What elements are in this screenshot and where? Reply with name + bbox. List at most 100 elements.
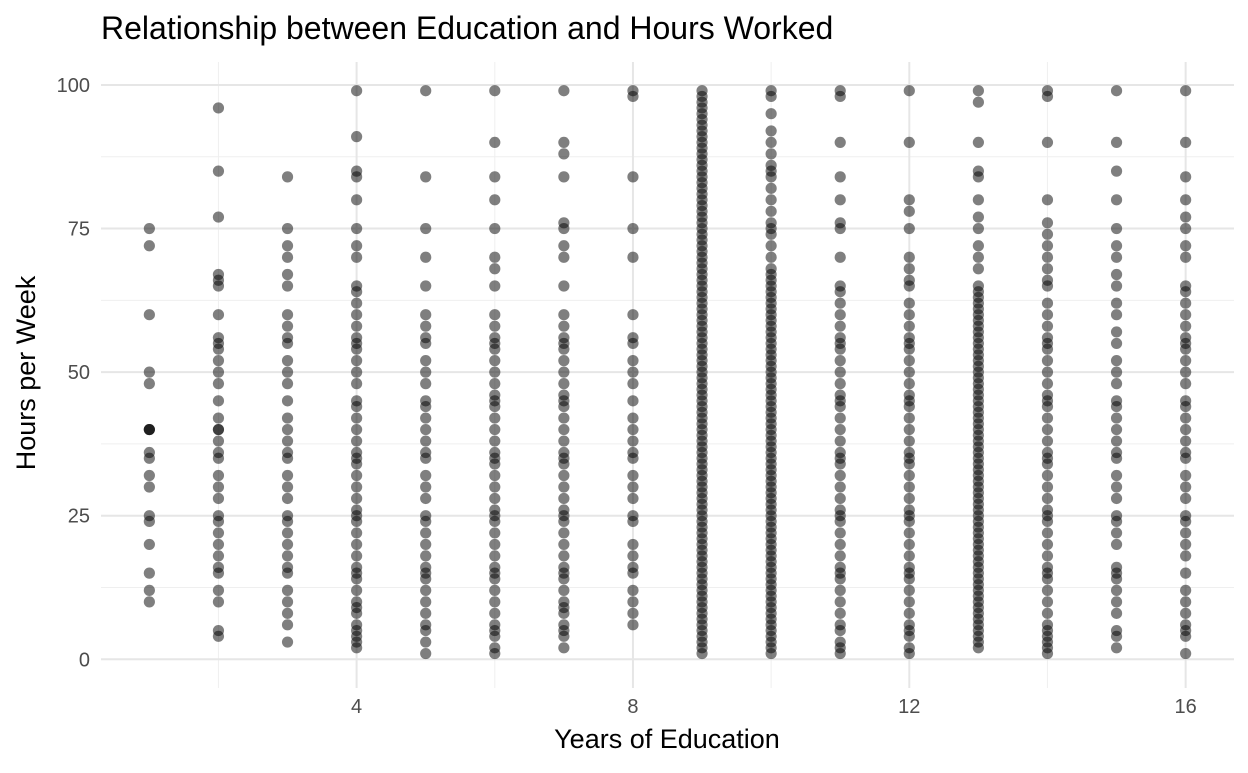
scatter-point <box>627 619 639 631</box>
scatter-point <box>1110 194 1123 206</box>
scatter-point <box>420 423 432 436</box>
scatter-point <box>489 355 501 367</box>
scatter-point <box>903 194 915 206</box>
scatter-point <box>558 251 570 263</box>
scatter-point <box>281 538 294 551</box>
scatter-point <box>489 222 501 235</box>
scatter-point <box>420 366 432 378</box>
scatter-point <box>1180 194 1192 206</box>
scatter-point <box>558 378 570 390</box>
scatter-point <box>212 538 225 551</box>
scatter-point <box>489 550 501 562</box>
scatter-point <box>1041 446 1054 459</box>
scatter-point <box>558 469 570 482</box>
scatter-point <box>1180 222 1192 235</box>
scatter-point <box>143 596 155 608</box>
scatter-point <box>627 251 639 263</box>
scatter-point <box>489 481 501 493</box>
scatter-point <box>489 538 501 551</box>
scatter-point <box>903 642 915 654</box>
scatter-point <box>212 211 225 223</box>
scatter-point <box>972 263 984 275</box>
scatter-point <box>1180 647 1192 660</box>
scatter-point <box>281 366 294 378</box>
scatter-point <box>489 85 501 97</box>
scatter-point <box>351 504 363 516</box>
scatter-point <box>558 171 570 183</box>
scatter-point <box>420 636 432 648</box>
scatter-point <box>143 469 155 482</box>
scatter-point <box>1041 596 1054 608</box>
scatter-point <box>212 378 225 390</box>
scatter-point <box>834 481 846 493</box>
scatter-point <box>903 378 915 390</box>
scatter-point <box>351 561 363 573</box>
scatter-point <box>1041 194 1054 206</box>
scatter-point <box>1041 228 1054 240</box>
scatter-point <box>281 481 294 493</box>
scatter-point <box>1180 395 1192 407</box>
scatter-point <box>351 85 363 97</box>
scatter-point <box>558 217 570 229</box>
tick-labels: 4 8 12 16 0 25 50 75 100 <box>57 75 1197 718</box>
scatter-point <box>351 412 363 424</box>
scatter-point <box>1041 309 1054 321</box>
scatter-point <box>834 596 846 608</box>
scatter-point <box>281 280 294 292</box>
scatter-point <box>351 366 363 378</box>
scatter-point <box>489 320 501 332</box>
scatter-point <box>143 222 155 235</box>
scatter-point <box>420 378 432 390</box>
scatter-point <box>558 596 570 608</box>
scatter-point <box>281 412 294 424</box>
scatter-point <box>1041 274 1054 286</box>
scatter-point <box>765 263 777 275</box>
y-tick-label: 75 <box>68 219 90 241</box>
scatter-point <box>212 469 225 482</box>
scatter-point <box>420 527 432 539</box>
scatter-point <box>212 596 225 608</box>
scatter-point <box>351 131 363 143</box>
scatter-point <box>351 423 363 436</box>
scatter-point <box>281 636 294 648</box>
scatter-point <box>1041 378 1054 390</box>
scatter-point <box>627 423 639 436</box>
scatter-point <box>1041 355 1054 367</box>
scatter-point <box>1180 211 1192 223</box>
scatter-point <box>1180 251 1192 263</box>
scatter-point <box>765 217 777 229</box>
scatter-point <box>834 412 846 424</box>
scatter-point <box>1180 538 1192 551</box>
scatter-point <box>420 538 432 551</box>
scatter-point <box>420 320 432 332</box>
scatter-point <box>558 148 570 160</box>
scatter-point <box>489 446 501 459</box>
scatter-point <box>903 561 915 573</box>
scatter-point <box>834 561 846 573</box>
scatter-point <box>627 366 639 378</box>
scatter-point <box>1041 366 1054 378</box>
scatter-point <box>558 446 570 459</box>
scatter-point <box>558 435 570 447</box>
scatter-point <box>903 412 915 424</box>
scatter-point <box>420 395 432 407</box>
scatter-point <box>558 527 570 539</box>
scatter-point <box>281 268 294 281</box>
scatter-point <box>627 309 639 321</box>
scatter-point <box>489 607 501 619</box>
scatter-point <box>143 538 155 551</box>
scatter-point <box>1180 550 1192 562</box>
scatter-point <box>1041 136 1054 149</box>
scatter-point <box>281 332 294 344</box>
grid-lines <box>101 62 1234 688</box>
scatter-point <box>420 492 432 505</box>
scatter-point <box>281 355 294 367</box>
scatter-point <box>212 510 225 522</box>
scatter-point <box>351 527 363 539</box>
scatter-point <box>834 309 846 321</box>
scatter-point <box>834 366 846 378</box>
scatter-point <box>489 332 501 344</box>
scatter-point <box>1110 596 1123 608</box>
scatter-point <box>1041 412 1054 424</box>
scatter-point <box>903 222 915 235</box>
